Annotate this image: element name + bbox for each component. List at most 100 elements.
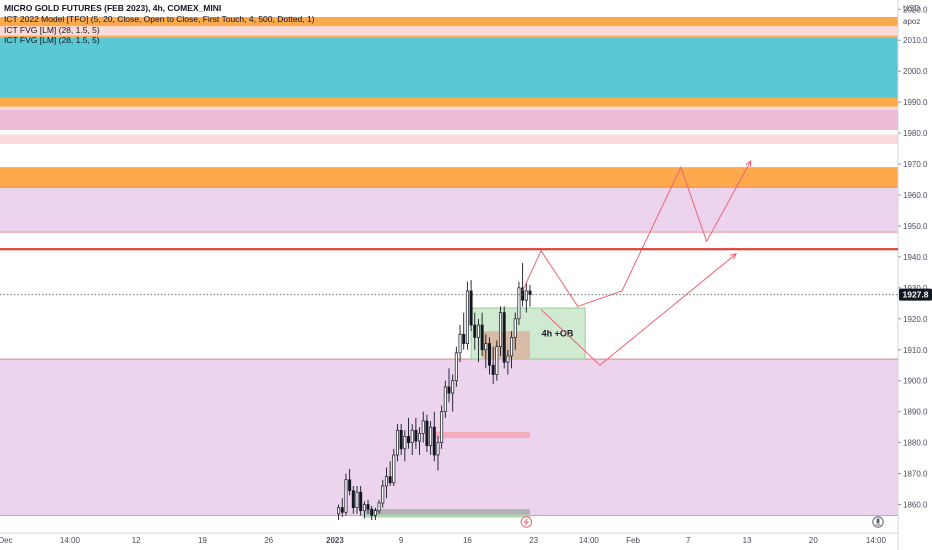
y-tick-label: 1860.0 (903, 501, 928, 510)
zone-orange (0, 167, 898, 188)
indicator-label-1[interactable]: ICT 2022 Model [TFO] (5, 20, Close, Open… (4, 13, 315, 24)
candle-body (517, 287, 521, 320)
y-tick-label: 1890.0 (903, 408, 928, 417)
candle-body (476, 324, 480, 338)
x-tick-label: 20 (809, 536, 818, 545)
y-tick-label: 1930.0 (903, 284, 928, 293)
y-tick-label: 1980.0 (903, 129, 928, 138)
indicator-label-3[interactable]: ICT FVG [LM] (28, 1.5, 5) (4, 35, 100, 46)
indicator-label-2[interactable]: ICT FVG [LM] (28, 1.5, 5) (4, 24, 100, 35)
candle-body (388, 476, 392, 484)
grid-layer (0, 0, 899, 550)
y-tick-label: 1970.0 (903, 160, 928, 169)
symbol-title[interactable]: MICRO GOLD FUTURES (FEB 2023), 4h, COMEX… (4, 3, 222, 13)
x-tick-label: 16 (463, 536, 472, 545)
zone-orange (0, 17, 898, 27)
candle-body (395, 429, 399, 456)
candle-body (403, 436, 407, 450)
fvg-box (364, 514, 530, 518)
x-tick-label: 13 (743, 536, 752, 545)
candle-body (506, 355, 510, 363)
candle-body (480, 324, 484, 351)
y-tick-label: 1940.0 (903, 253, 928, 262)
x-tick-label: 12 (132, 536, 141, 545)
candle-body (440, 411, 444, 443)
axis-currency: USD (903, 4, 920, 13)
candle-body (432, 426, 436, 456)
y-tick-label: 1880.0 (903, 439, 928, 448)
time-axis[interactable]: Dec 14:00 12 19 26 2023 9 16 23 14:00 Feb 7 13 20 14:0… (0, 536, 886, 545)
zone-orange (0, 35, 898, 38)
candle-body (384, 476, 388, 487)
timer-glyph (876, 518, 880, 524)
candle-body (425, 420, 429, 447)
candle-body (340, 507, 344, 513)
candle-body (513, 318, 517, 338)
candles-layer (337, 263, 532, 520)
current-price-label: 1927.8 (903, 290, 929, 300)
candle-body (443, 386, 447, 413)
current-price-tag[interactable] (899, 288, 932, 301)
projection-arrowhead (745, 159, 752, 167)
zone-lavender (0, 187, 898, 233)
candle-body (410, 429, 414, 443)
y-tick-label: 2020.0 (903, 5, 928, 14)
candle-body (524, 290, 528, 301)
fvg-box (364, 509, 530, 515)
candle-body (465, 290, 469, 344)
candle-body (355, 491, 359, 508)
candle-body (429, 426, 433, 447)
icons-layer (520, 516, 884, 528)
y-tick-label: 1920.0 (903, 315, 928, 324)
zone-light_pink (0, 106, 898, 110)
candle-body (451, 380, 455, 394)
candle-body (377, 502, 381, 512)
x-tick-label: 7 (686, 536, 691, 545)
projections-layer (522, 159, 752, 366)
projection-arrowhead (730, 253, 737, 260)
candle-body (337, 507, 341, 515)
candle-body (414, 429, 418, 442)
chart-legend: MICRO GOLD FUTURES (FEB 2023), 4h, COMEX… (4, 3, 315, 46)
price-axis[interactable]: USD apoz 1860.0 1870.0 1880.0 1890.0 1900.0 1… (898, 4, 932, 510)
candle-body (362, 504, 366, 512)
candle-body (351, 490, 355, 508)
candle-body (484, 343, 488, 351)
order-block-label: 4h +OB (542, 329, 574, 339)
x-tick-label: 2023 (326, 536, 344, 545)
candle-body (469, 290, 473, 326)
x-tick-label: 19 (198, 536, 207, 545)
candle-body (528, 290, 532, 296)
x-tick-label: 9 (399, 536, 404, 545)
candle-body (392, 454, 396, 484)
candle-body (502, 312, 506, 363)
candle-body (473, 324, 477, 338)
candle-body (344, 479, 348, 513)
zone-light_pink (0, 26, 898, 36)
candle-body (348, 479, 352, 491)
y-tick-label: 1900.0 (903, 377, 928, 386)
zone-teal (0, 37, 898, 98)
candle-body (359, 491, 363, 512)
lightning-glyph (523, 518, 529, 526)
candle-body (510, 337, 514, 357)
levels-layer (0, 248, 898, 296)
candle-body (447, 386, 451, 394)
candle-body (381, 485, 385, 504)
x-tick-label: Feb (626, 536, 640, 545)
zone-pink (0, 109, 898, 130)
candle-body (454, 352, 458, 382)
candle-body (458, 333, 462, 354)
candle-body (499, 312, 503, 348)
candle-body (370, 508, 374, 516)
projection-path (540, 253, 737, 366)
zones-layer (0, 17, 898, 516)
projection-path (522, 160, 752, 308)
candle-body (373, 510, 377, 516)
candle-body (462, 333, 466, 344)
x-tick-label: 14:00 (579, 536, 600, 545)
candle-body (491, 364, 495, 375)
fvg-box (434, 431, 530, 438)
y-tick-label: 1990.0 (903, 98, 928, 107)
